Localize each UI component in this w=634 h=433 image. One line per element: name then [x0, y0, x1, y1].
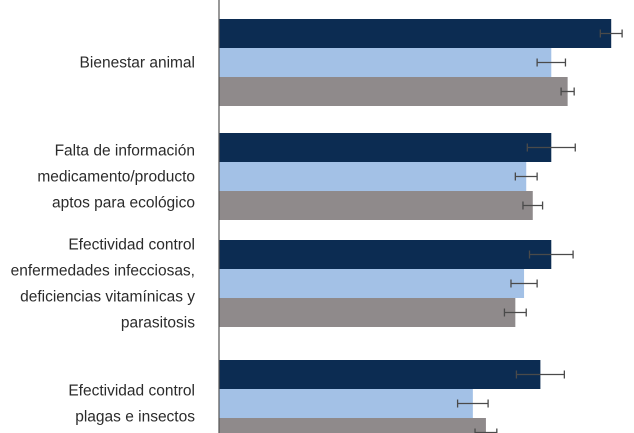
category-label-line: medicamento/producto [37, 169, 195, 186]
category-label-3: Efectividad control enfermedades infeccio… [11, 237, 196, 332]
error-bar-1-series-2 [536, 58, 567, 67]
category-label-line: Efectividad control [68, 237, 195, 254]
category-label-line: parasitosis [121, 315, 195, 332]
category-label-2: Falta de información medicamento/producto… [37, 143, 195, 212]
bar-2-series-1 [219, 133, 552, 162]
bar-1-series-2 [219, 48, 552, 77]
category-label-line: Efectividad control [68, 383, 195, 400]
category-label-line: plagas e insectos [75, 409, 195, 426]
error-bar-4-series-1 [515, 370, 566, 379]
category-label-4: Efectividad control plagas e insectos [68, 383, 195, 426]
category-label-1: Bienestar animal [80, 55, 195, 72]
error-bar-2-series-3 [522, 201, 544, 210]
bar-1-series-3 [219, 77, 568, 106]
bar-2-series-2 [219, 162, 527, 191]
error-bar-1-series-1 [599, 29, 623, 38]
category-label-line: aptos para ecológico [52, 195, 195, 212]
category-label-line: Bienestar animal [80, 55, 195, 72]
category-label-line: Falta de información [55, 143, 195, 160]
error-bar-4-series-2 [456, 399, 489, 408]
error-bar-2-series-2 [514, 172, 538, 181]
error-bar-2-series-1 [526, 143, 576, 152]
category-labels: Bienestar animal Falta de información medi… [11, 55, 196, 426]
bar-3-series-3 [219, 298, 516, 327]
bars [219, 19, 612, 433]
error-bar-3-series-2 [510, 279, 538, 288]
bar-1-series-1 [219, 19, 612, 48]
error-bar-3-series-3 [503, 308, 527, 317]
bar-3-series-1 [219, 240, 552, 269]
bar-3-series-2 [219, 269, 525, 298]
bar-4-series-1 [219, 360, 541, 389]
error-bars [456, 29, 623, 433]
error-bar-1-series-3 [560, 87, 575, 96]
category-label-line: enfermedades infecciosas, [11, 263, 195, 280]
category-label-line: deficiencias vitamínicas y [20, 289, 195, 306]
bar-4-series-3 [219, 418, 486, 433]
error-bar-3-series-1 [528, 250, 574, 259]
bar-4-series-2 [219, 389, 473, 418]
bar-2-series-3 [219, 191, 533, 220]
